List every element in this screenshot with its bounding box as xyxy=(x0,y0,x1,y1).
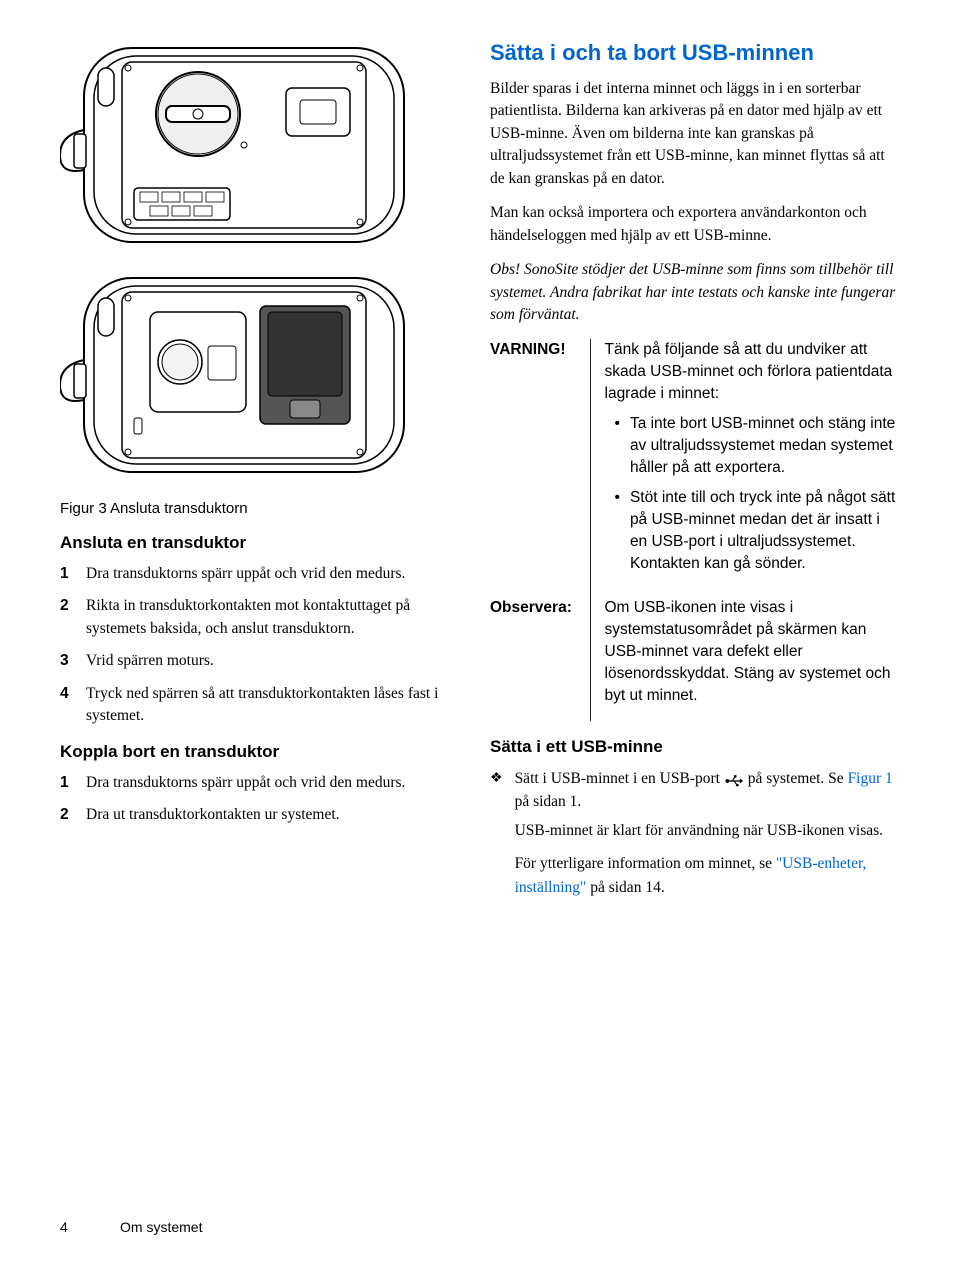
insert-p2: USB-minnet är klart för användning när U… xyxy=(515,819,900,842)
list-item: Ta inte bort USB-minnet och stäng inte a… xyxy=(630,413,900,479)
list-item: Dra transduktorns spärr uppåt och vrid d… xyxy=(86,563,405,585)
figure-link[interactable]: Figur 1 xyxy=(848,770,893,787)
device-back-illustration-bottom xyxy=(60,270,420,480)
list-item: Rikta in transduktorkontakten mot kontak… xyxy=(86,595,460,640)
usb-heading: Sätta i och ta bort USB-minnen xyxy=(490,40,900,66)
insert-step-body: Sätt i USB-minnet i en USB-port xyxy=(515,767,900,899)
list-item: Vrid spärren moturs. xyxy=(86,650,214,672)
disconnect-steps: 1Dra transduktorns spärr uppåt och vrid … xyxy=(60,772,460,827)
diamond-bullet-icon: ❖ xyxy=(490,767,503,899)
body-paragraph: Bilder sparas i det interna minnet och l… xyxy=(490,78,900,190)
footer-section: Om systemet xyxy=(120,1219,202,1235)
usb-icon xyxy=(724,772,744,786)
warning-intro: Tänk på följande så att du undviker att … xyxy=(605,341,893,402)
list-item: Stöt inte till och tryck inte på något s… xyxy=(630,487,900,575)
insert-p3-pre: För ytterligare information om minnet, s… xyxy=(515,855,776,872)
device-back-illustration-top xyxy=(60,40,420,250)
warning-label: VARNING! xyxy=(490,339,590,597)
page-footer: 4 Om systemet xyxy=(60,1219,202,1235)
note-paragraph: Obs! SonoSite stödjer det USB-minne som … xyxy=(490,259,900,326)
insert-heading: Sätta i ett USB-minne xyxy=(490,737,900,757)
note-prefix: Obs! xyxy=(490,261,520,278)
page-number: 4 xyxy=(60,1219,80,1235)
connect-steps: 1Dra transduktorns spärr uppåt och vrid … xyxy=(60,563,460,728)
insert-step-post: på systemet. Se xyxy=(748,770,848,787)
left-column: Figur 3 Ansluta transduktorn Ansluta en … xyxy=(60,40,460,1180)
observe-label: Observera: xyxy=(490,597,590,721)
observe-content: Om USB-ikonen inte visas i systemstatuso… xyxy=(590,597,900,721)
connect-heading: Ansluta en transduktor xyxy=(60,533,460,553)
insert-p3-post: på sidan 14. xyxy=(586,879,664,896)
list-item: Dra ut transduktorkontakten ur systemet. xyxy=(86,804,340,826)
insert-steps: ❖ Sätt i USB-minnet i en USB-port xyxy=(490,767,900,899)
note-text: SonoSite stödjer det USB-minne som finns… xyxy=(490,261,895,323)
warning-content: Tänk på följande så att du undviker att … xyxy=(590,339,900,597)
list-item: Dra transduktorns spärr uppåt och vrid d… xyxy=(86,772,405,794)
observe-text: Om USB-ikonen inte visas i systemstatuso… xyxy=(605,599,891,704)
warning-table: VARNING! Tänk på följande så att du undv… xyxy=(490,339,900,721)
disconnect-heading: Koppla bort en transduktor xyxy=(60,742,460,762)
insert-step-after: på sidan 1. xyxy=(515,793,582,810)
figure-caption: Figur 3 Ansluta transduktorn xyxy=(60,500,460,517)
warning-bullets: Ta inte bort USB-minnet och stäng inte a… xyxy=(615,413,901,575)
insert-step-pre: Sätt i USB-minnet i en USB-port xyxy=(515,770,724,787)
right-column: Sätta i och ta bort USB-minnen Bilder sp… xyxy=(490,40,900,1180)
list-item: Tryck ned spärren så att transduktorkont… xyxy=(86,683,460,728)
body-paragraph: Man kan också importera och exportera an… xyxy=(490,202,900,247)
